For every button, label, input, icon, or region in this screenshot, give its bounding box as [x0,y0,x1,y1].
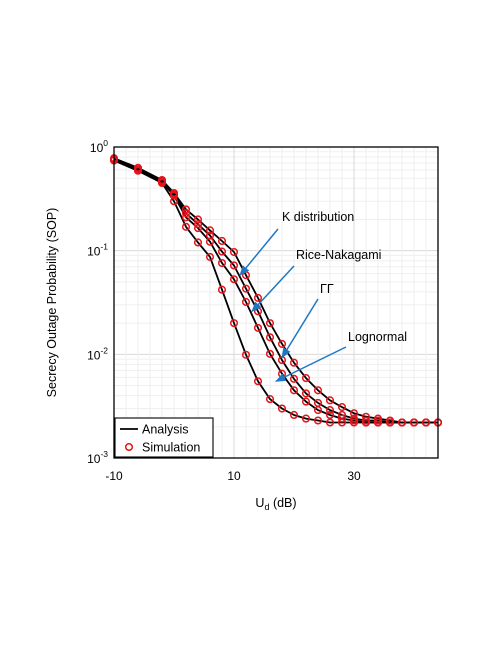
simulation-point [253,293,263,302]
simulation-point [229,247,239,257]
simulation-point [181,213,191,222]
x-tick-label: 30 [347,469,361,483]
simulation-point [397,418,407,427]
annotation-label: Rice-Nakagami [296,248,381,262]
axes: -10 10 30 100 10-1 10-2 10-3 Ud (dB) Secrecy Out… [45,138,361,512]
annotation-label: ΓΓ [320,282,334,296]
legend-label: Simulation [142,441,200,455]
simulation-point [229,275,239,284]
simulation-point [205,252,215,261]
analysis-curves [113,157,438,424]
simulation-point [337,418,347,427]
y-tick-label: 10-3 [87,449,108,466]
x-tick-label: 10 [227,469,241,483]
simulation-point [229,261,239,270]
simulation-point [241,350,251,359]
simulation-point [289,386,299,395]
simulation-point [217,247,227,256]
simulation-point [289,410,299,420]
grid-lines [113,147,439,459]
simulation-point [361,418,371,427]
simulation-point [361,412,371,421]
annotation-arrow [281,298,319,359]
simulation-point [169,197,179,206]
plot-border [113,146,439,459]
simulation-point [313,406,323,415]
legend-box [114,417,214,458]
y-tick-label: 10-1 [87,242,108,259]
simulation-point [193,224,203,233]
simulation-point [217,285,227,294]
simulation-point [277,339,287,348]
simulation-point [289,358,299,367]
simulation-point [385,418,395,427]
simulation-point [181,222,191,231]
simulation-point [373,418,383,427]
simulation-markers [109,154,443,427]
simulation-point [205,237,215,246]
simulation-point [241,297,251,307]
simulation-point [325,396,335,405]
simulation-point [265,319,275,328]
simulation-point [265,349,275,358]
annotation-arrow [275,346,347,382]
simulation-point [301,414,311,423]
simulation-point [253,377,263,386]
annotations: K distribution Rice-Nakagami ΓΓ Lognormal [239,210,407,382]
simulation-point [325,418,335,427]
simulation-point [157,178,167,188]
simulation-point [313,416,323,425]
annotation-arrow [251,265,295,313]
simulation-point [325,410,335,420]
simulation-point [217,236,227,246]
simulation-point [337,414,347,423]
simulation-point [337,403,347,412]
plot-frame [113,146,439,459]
simulation-point [193,238,203,247]
simulation-point [181,205,191,214]
simulation-point [421,418,431,427]
y-axis-label: Secrecy Outage Probability (SOP) [45,208,59,398]
simulation-point [217,258,227,268]
simulation-point [301,397,311,406]
analysis-line-2 [113,159,438,424]
simulation-point [409,418,419,427]
simulation-point [193,220,203,229]
simulation-point [289,374,299,383]
simulation-point [265,333,275,342]
simulation-point [265,395,275,404]
simulation-point [301,374,311,383]
simulation-point [301,389,311,398]
x-axis-label: Ud (dB) [255,496,296,512]
simulation-point [337,410,347,420]
y-tick-label: 100 [90,138,108,155]
simulation-point [349,418,359,427]
simulation-point [181,209,191,218]
simulation-point [205,226,215,235]
y-tick-label: 10-2 [87,345,108,362]
simulation-point [277,404,287,413]
legend-label: Analysis [142,423,189,437]
simulation-point [241,284,251,293]
x-tick-label: -10 [105,469,123,483]
legend: Analysis Simulation [114,417,214,458]
simulation-point [193,215,203,224]
simulation-point [325,406,335,415]
analysis-line-1 [113,158,438,424]
simulation-point [133,166,143,175]
simulation-point [229,319,239,328]
simulation-point [253,323,263,332]
annotation-arrow [239,228,279,277]
legend-circle-swatch [124,442,134,452]
simulation-point [313,386,323,395]
annotation-label: K distribution [282,210,354,224]
analysis-line-0 [113,157,438,424]
simulation-point [169,191,179,200]
annotation-label: Lognormal [348,330,407,344]
